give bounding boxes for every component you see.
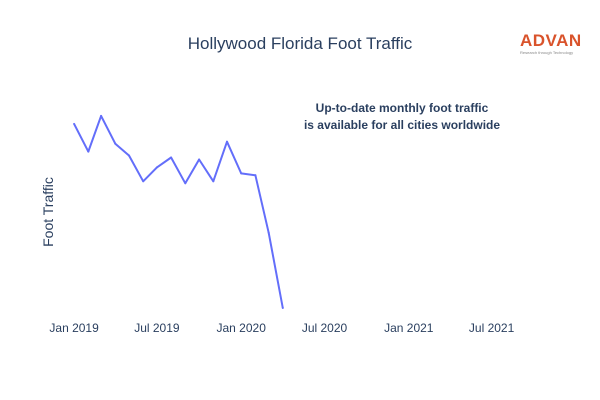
x-tick-label: Jan 2020 [217, 321, 267, 335]
series-points [73, 114, 284, 309]
chart-title: Hollywood Florida Foot Traffic [187, 34, 413, 53]
data-point [212, 180, 215, 183]
x-axis-ticks: Jan 2019 Jul 2019 Jan 2020 Jul 2020 Jan 2021… [49, 321, 514, 335]
x-tick-label: Jul 2020 [302, 321, 348, 335]
x-tick-label: Jul 2021 [469, 321, 515, 335]
data-point [198, 158, 201, 161]
data-point [240, 172, 243, 175]
data-point [254, 174, 257, 177]
data-point [87, 150, 90, 153]
y-axis-label: Foot Traffic [40, 177, 56, 247]
advan-logo: ADVAN Research through Technology [520, 31, 590, 56]
annotation-line-1: Up-to-date monthly foot traffic [315, 101, 489, 115]
chart-annotation: Up-to-date monthly foot traffic is avail… [262, 100, 542, 134]
annotation-line-2: is available for all cities worldwide [303, 118, 501, 132]
series-line [73, 114, 284, 309]
data-point [170, 156, 173, 159]
x-tick-label: Jan 2019 [49, 321, 99, 335]
data-point [114, 142, 117, 145]
logo-tagline: Research through Technology [520, 50, 574, 55]
data-point [73, 122, 76, 125]
logo-wordmark: ADVAN [520, 31, 582, 50]
data-point [226, 140, 228, 143]
data-point [142, 180, 145, 183]
data-point [267, 231, 270, 234]
data-point [155, 166, 158, 169]
x-tick-label: Jul 2019 [134, 321, 180, 335]
data-point [100, 114, 103, 117]
data-point [184, 182, 187, 185]
data-point [281, 307, 284, 309]
data-point [128, 154, 130, 157]
x-tick-label: Jan 2021 [384, 321, 434, 335]
